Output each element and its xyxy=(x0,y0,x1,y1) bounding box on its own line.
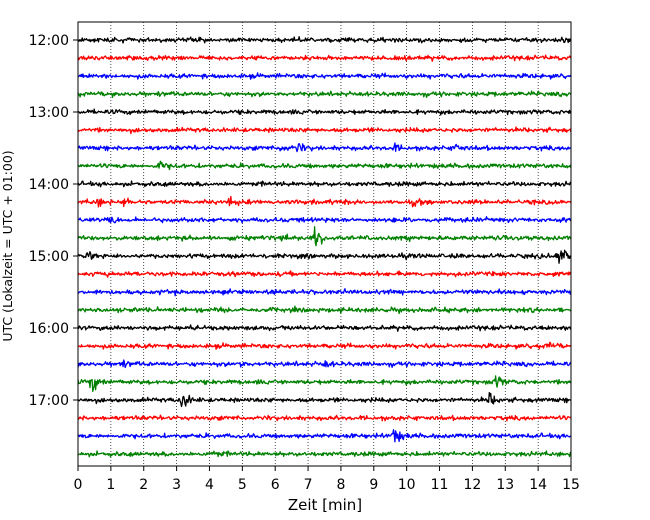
seismogram-trace xyxy=(77,180,572,188)
x-tick-label: 14 xyxy=(529,477,547,493)
plot-frame xyxy=(77,21,572,467)
x-tick-label: 11 xyxy=(431,477,449,493)
seismogram-trace xyxy=(77,341,572,350)
x-tick-label: 8 xyxy=(336,477,345,493)
seismogram-trace xyxy=(77,324,572,332)
x-tick-label: 5 xyxy=(238,477,247,493)
seismogram-trace xyxy=(77,72,572,80)
x-tick-label: 12 xyxy=(463,477,481,493)
y-tick-label: 12:00 xyxy=(29,33,69,49)
seismogram-trace xyxy=(77,450,572,458)
x-tick-label: 1 xyxy=(106,477,115,493)
y-tick-label: 14:00 xyxy=(29,177,69,193)
grid-layer xyxy=(110,22,539,466)
seismogram-trace xyxy=(77,288,572,297)
seismogram-trace xyxy=(77,108,572,116)
x-tick-label: 15 xyxy=(562,477,580,493)
seismogram-trace xyxy=(77,36,572,44)
seismogram-trace xyxy=(77,249,572,264)
seismogram-trace xyxy=(77,160,572,171)
x-tick-label: 6 xyxy=(271,477,280,493)
x-tick-label: 3 xyxy=(172,477,181,493)
x-tick-label: 10 xyxy=(398,477,416,493)
seismogram-trace xyxy=(77,126,572,135)
trace-layer xyxy=(77,36,572,458)
y-axis-title: UTC (Lokalzeit = UTC + 01:00) xyxy=(0,150,15,341)
seismogram-trace xyxy=(77,226,572,247)
seismogram-trace xyxy=(77,270,572,278)
x-tick-label: 4 xyxy=(205,477,214,493)
seismogram-trace xyxy=(77,90,572,98)
x-tick-label: 0 xyxy=(74,477,83,493)
seismogram-trace xyxy=(77,305,572,315)
seismogram-trace xyxy=(77,54,572,62)
x-axis-title: Zeit [min] xyxy=(288,496,362,514)
seismogram-trace xyxy=(77,375,572,393)
x-tick-label: 7 xyxy=(304,477,313,493)
seismogram-trace xyxy=(77,195,572,208)
seismogram-trace xyxy=(77,429,572,443)
y-tick-label: 17:00 xyxy=(29,393,69,409)
y-tick-label: 13:00 xyxy=(29,105,69,121)
x-axis: 0 1 2 3 4 5 6 7 8 9 10 11 12 13 14 15 xyxy=(74,466,580,493)
y-axis: 12:00 13:00 14:00 15:00 16:00 17:00 xyxy=(29,33,78,409)
seismogram-trace xyxy=(77,216,572,224)
seismogram-trace xyxy=(77,142,572,153)
y-tick-label: 15:00 xyxy=(29,249,69,265)
y-tick-label: 16:00 xyxy=(29,321,69,337)
seismogram-trace xyxy=(77,391,572,408)
seismogram-trace xyxy=(77,359,572,369)
x-tick-label: 9 xyxy=(369,477,378,493)
seismogram-trace xyxy=(77,414,572,422)
x-tick-label: 13 xyxy=(496,477,514,493)
x-tick-label: 2 xyxy=(139,477,148,493)
